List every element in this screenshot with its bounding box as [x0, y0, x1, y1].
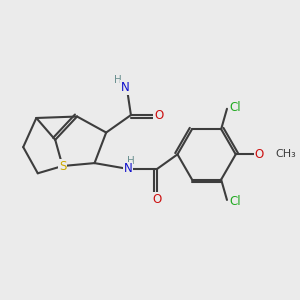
Text: O: O [152, 193, 162, 206]
Text: CH₃: CH₃ [275, 149, 296, 159]
Text: O: O [254, 148, 264, 161]
Text: H: H [127, 156, 135, 166]
Text: S: S [59, 160, 66, 172]
Text: N: N [124, 162, 132, 176]
Text: Cl: Cl [229, 195, 241, 208]
Text: H: H [114, 75, 122, 85]
Text: O: O [154, 109, 163, 122]
Text: N: N [121, 81, 130, 94]
Text: Cl: Cl [229, 101, 241, 114]
